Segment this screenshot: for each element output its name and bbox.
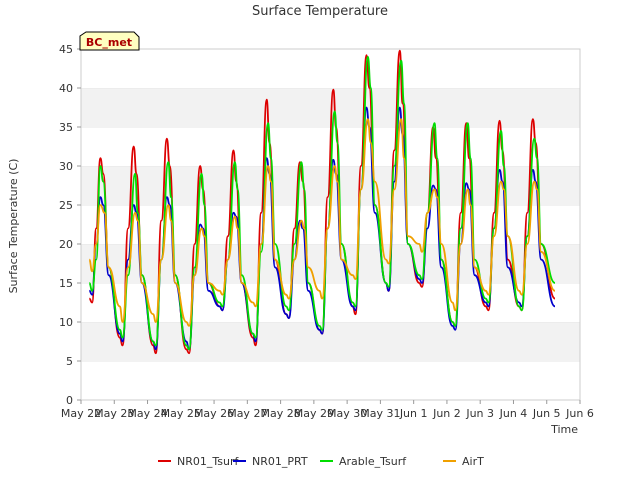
- x-tick-label: Jun 3: [465, 407, 494, 420]
- y-tick-label: 0: [66, 394, 73, 407]
- x-tick-label: Jun 1: [399, 407, 428, 420]
- x-tick-label: May 25: [161, 407, 201, 420]
- series-layer: [88, 49, 556, 355]
- y-tick-label: 15: [59, 277, 73, 290]
- legend: NR01_Tsurf NR01_PRT Arable_Tsurf AirT: [158, 455, 484, 468]
- y-tick-label: 5: [66, 355, 73, 368]
- x-tick-label: Jun 6: [565, 407, 594, 420]
- x-tick-label: May 23: [94, 407, 134, 420]
- y-axis-title: Surface Temperature (C): [7, 159, 20, 294]
- x-tick-label: May 22: [61, 407, 101, 420]
- y-axis-ticks: 0 5 10 15 20 25 30 35 40 45: [59, 43, 81, 407]
- grid-band: [81, 361, 580, 400]
- x-tick-label: May 28: [260, 407, 300, 420]
- x-axis-title: Time: [550, 423, 578, 436]
- legend-label: NR01_Tsurf: [177, 455, 239, 468]
- series-line-arable-tsurf: [88, 55, 556, 351]
- x-tick-label: Jun 5: [532, 407, 561, 420]
- grid-band: [81, 244, 580, 283]
- grid-band: [81, 322, 580, 361]
- legend-label: NR01_PRT: [252, 455, 308, 468]
- grid-band: [81, 283, 580, 322]
- x-tick-label: Jun 4: [499, 407, 528, 420]
- y-tick-label: 40: [59, 82, 73, 95]
- site-badge-box: [79, 31, 140, 51]
- x-tick-label: May 31: [360, 407, 400, 420]
- y-tick-label: 35: [59, 121, 73, 134]
- x-tick-label: Jun 2: [432, 407, 461, 420]
- y-tick-label: 25: [59, 199, 73, 212]
- x-tick-label: May 26: [194, 407, 234, 420]
- plot-area-frame: [80, 48, 581, 401]
- y-tick-label: 10: [59, 316, 73, 329]
- legend-label: Arable_Tsurf: [339, 455, 407, 468]
- site-badge-label: BC_met: [86, 36, 132, 49]
- chart-title: Surface Temperature: [252, 4, 388, 19]
- y-tick-label: 30: [59, 160, 73, 173]
- x-tick-label: May 30: [327, 407, 367, 420]
- y-tick-label: 45: [59, 43, 73, 56]
- y-tick-label: 20: [59, 238, 73, 251]
- x-tick-label: May 24: [127, 407, 167, 420]
- grid-band: [81, 49, 580, 88]
- series-line-airt: [88, 118, 556, 327]
- x-tick-label: May 29: [294, 407, 334, 420]
- x-tick-label: May 27: [227, 407, 267, 420]
- legend-label: AirT: [462, 455, 484, 468]
- site-badge: BC_met: [79, 31, 140, 51]
